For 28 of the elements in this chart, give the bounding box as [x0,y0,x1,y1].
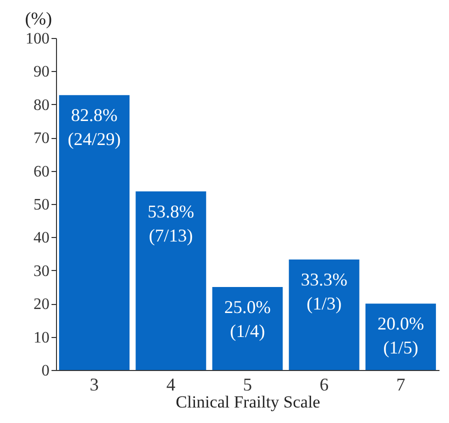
y-tick-label: 60 [34,163,50,180]
y-tick-label: 0 [42,362,50,380]
data-label: 33.3% (1/3) [300,269,348,314]
y-tick-label: 90 [34,64,50,81]
data-label: 25.0% (1/4) [224,297,271,341]
data-label: 20.0% (1/5) [377,314,424,358]
bar [212,287,283,370]
y-axis-title: (%) [25,8,52,28]
y-tick-label: 40 [34,230,50,247]
bar [59,95,130,370]
data-label: 82.8% (24/29) [68,105,121,150]
data-label: 53.8% (7/13) [148,201,194,246]
bar [288,259,360,370]
x-tick-label: 7 [396,374,406,394]
y-tick-label: 100 [26,30,50,48]
bar [365,304,436,370]
bar [136,191,206,370]
y-tick-label: 20 [34,296,50,314]
y-tick-label: 80 [34,96,50,114]
x-tick-label: 4 [166,374,176,394]
y-tick-label: 10 [34,329,50,346]
y-tick-label: 30 [34,262,50,280]
y-tick-label: 50 [34,196,50,214]
x-axis-title: Clinical Frailty Scale [176,392,320,412]
y-tick-label: 70 [34,130,50,148]
x-tick-label: 6 [320,374,329,394]
x-tick-label: 3 [90,374,99,394]
x-tick-label: 5 [243,374,252,394]
